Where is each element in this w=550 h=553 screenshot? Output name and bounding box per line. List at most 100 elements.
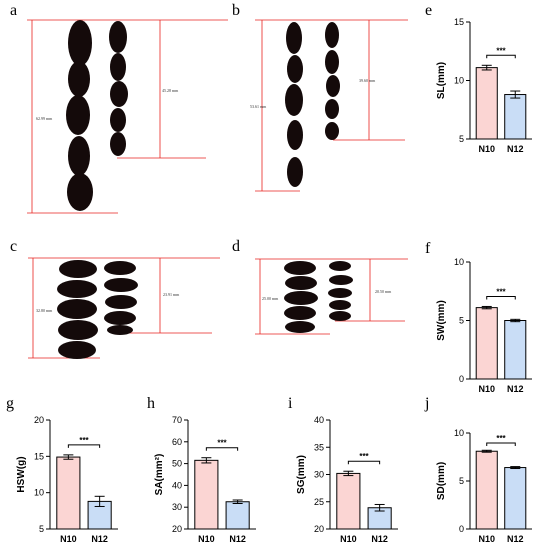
- panel-letter-c: c: [10, 238, 18, 255]
- bar-n12: [225, 501, 250, 530]
- bar-n10: [475, 450, 498, 530]
- y-tick-label: 50: [172, 459, 182, 469]
- category-label: N10: [478, 144, 495, 154]
- significance-label: ***: [217, 439, 227, 448]
- seed: [325, 50, 339, 74]
- bar-n10: [56, 456, 81, 530]
- length-label-a-left: 62.99 mm: [36, 116, 53, 121]
- seed: [57, 280, 97, 298]
- seed: [66, 95, 90, 135]
- y-tick-label: 5: [459, 134, 464, 144]
- seed: [104, 278, 138, 292]
- seed: [287, 120, 303, 150]
- seed: [58, 341, 96, 359]
- length-label-c-left: 32.80 mm: [36, 308, 53, 313]
- length-label-b-left: 53.61 mm: [250, 104, 267, 109]
- seed: [325, 122, 339, 140]
- y-axis-label: SL(mm): [436, 62, 447, 99]
- chart-h: 20 30 40 50 60 70 SA(mm²) N10 N12 ***: [154, 415, 256, 544]
- y-tick-label: 15: [34, 451, 44, 461]
- bar-n10: [194, 459, 219, 530]
- significance-bracket: [486, 442, 516, 446]
- seed: [326, 75, 340, 97]
- seed: [325, 99, 339, 119]
- y-tick-label: 40: [314, 415, 324, 425]
- category-label: N10: [60, 534, 77, 544]
- category-label: N12: [371, 534, 388, 544]
- photo-panel-c: [28, 257, 220, 359]
- seed: [329, 261, 351, 271]
- category-label: N12: [507, 534, 524, 544]
- seed: [110, 108, 126, 132]
- seed: [68, 61, 90, 97]
- panel-letter-f: f: [425, 240, 431, 257]
- significance-bracket: [67, 444, 101, 448]
- significance-bracket: [486, 54, 516, 59]
- seed: [107, 325, 133, 335]
- panel-letter-d: d: [232, 238, 240, 255]
- significance-bracket: [205, 447, 239, 451]
- y-tick-label: 25: [314, 497, 324, 507]
- y-tick-label: 10: [454, 257, 464, 267]
- seed: [285, 84, 303, 116]
- significance-label: ***: [496, 434, 506, 443]
- panel-letter-b: b: [232, 2, 240, 19]
- category-label: N12: [91, 534, 108, 544]
- y-tick-label: 20: [314, 524, 324, 534]
- bar-n10: [336, 472, 361, 530]
- y-axis-label: SG(mm): [296, 455, 307, 494]
- seed: [67, 173, 93, 211]
- length-label-d-left: 25.00 mm: [262, 296, 279, 301]
- significance-label: ***: [496, 46, 506, 55]
- panel-letter-a: a: [10, 2, 18, 19]
- length-label-d-right: 20.50 mm: [375, 289, 392, 294]
- panel-letter-g: g: [6, 395, 14, 412]
- bar-n10: [475, 67, 498, 140]
- category-label: N10: [478, 534, 495, 544]
- length-label-b-right: 39.60 mm: [359, 78, 376, 83]
- chart-i: 20 25 30 35 40 SG(mm) N10 N12 ***: [296, 415, 398, 544]
- seed: [285, 276, 317, 290]
- seed: [68, 20, 92, 66]
- y-tick-label: 5: [39, 524, 44, 534]
- y-axis-label: SD(mm): [436, 462, 447, 500]
- seed: [105, 295, 137, 309]
- chart-f: 0 5 10 SW(mm) N10 N12 ***: [436, 257, 532, 394]
- seed: [329, 311, 351, 321]
- y-tick-label: 10: [454, 76, 464, 86]
- bar-n12: [504, 467, 527, 530]
- y-axis-label: SA(mm²): [154, 454, 165, 496]
- seed: [110, 53, 126, 81]
- y-tick-label: 30: [314, 470, 324, 480]
- seeds-d: [284, 261, 353, 333]
- seed: [110, 132, 126, 156]
- seeds-a: [66, 20, 128, 211]
- y-tick-label: 70: [172, 415, 182, 425]
- seed: [287, 55, 303, 83]
- panel-letter-j: j: [425, 395, 430, 412]
- seed: [328, 288, 352, 298]
- y-tick-label: 10: [34, 488, 44, 498]
- seed: [284, 306, 316, 320]
- y-tick-label: 5: [459, 316, 464, 326]
- y-tick-label: 40: [172, 480, 182, 490]
- y-tick-label: 20: [172, 524, 182, 534]
- seed: [284, 261, 316, 275]
- bar-n10: [475, 307, 498, 380]
- photo-panel-a: [27, 19, 228, 214]
- panel-letter-e: e: [425, 2, 433, 19]
- y-tick-label: 60: [172, 437, 182, 447]
- category-label: N10: [340, 534, 357, 544]
- significance-label: ***: [79, 436, 89, 445]
- category-label: N10: [478, 384, 495, 394]
- y-tick-label: 35: [314, 442, 324, 452]
- seeds-c: [57, 260, 138, 359]
- bar-n12: [504, 320, 527, 380]
- seed: [329, 300, 351, 310]
- seed: [104, 261, 136, 275]
- seeds-b: [285, 22, 340, 187]
- seed: [58, 320, 98, 340]
- photo-panel-d: [255, 258, 408, 335]
- chart-j: 0 5 10 SD(mm) N10 N12 ***: [436, 428, 532, 544]
